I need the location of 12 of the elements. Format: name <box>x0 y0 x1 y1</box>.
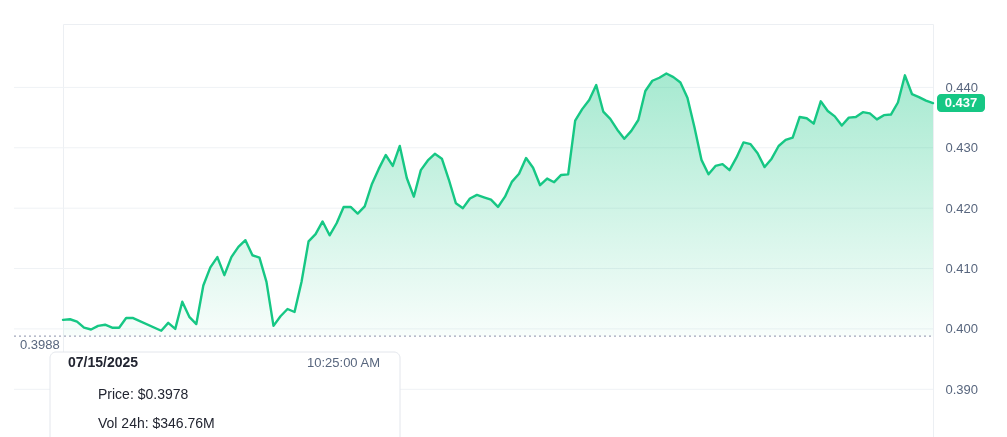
annotation: Vol 24h: $346.76M <box>98 415 215 431</box>
y-tick-label: 0.430 <box>945 140 979 156</box>
y-tick-label: 0.440 <box>945 79 979 95</box>
y-tick-label: 0.390 <box>945 381 979 397</box>
text: 0.437 <box>944 95 978 111</box>
y-tick-label: 0.410 <box>945 261 979 277</box>
y-tick-label: 0.420 <box>945 200 979 216</box>
annotation: Price: $0.3978 <box>98 386 189 402</box>
ref-line-label: 0.3988 <box>20 337 60 353</box>
y-tick-label: 0.400 <box>945 321 979 337</box>
annotation: 10:25:00 AM <box>307 355 380 370</box>
annotation: 07/15/2025 <box>68 354 139 370</box>
